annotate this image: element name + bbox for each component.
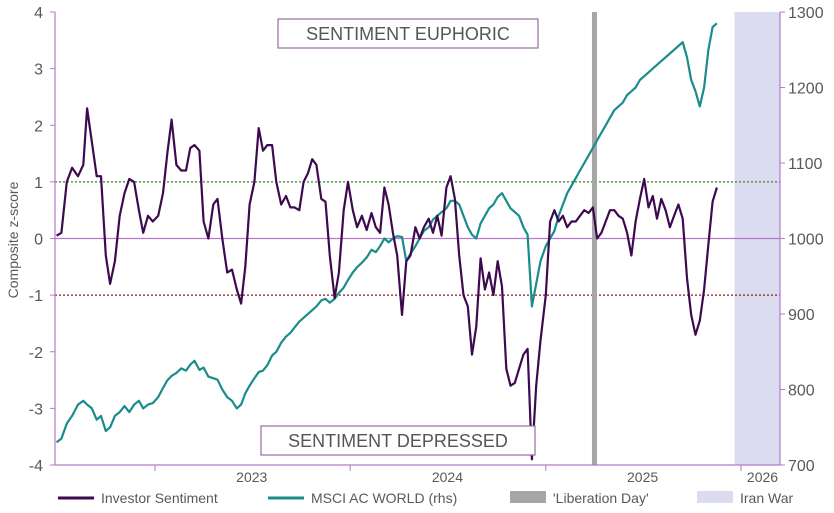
x-tick-label: 2025 [627,469,658,485]
right-tick-label: 1200 [788,81,824,98]
legend-swatch [697,491,733,503]
right-tick-label: 1100 [788,156,823,173]
liberation-day-bar-layer [591,12,597,465]
right-tick-label: 900 [788,307,815,324]
msci-acwi-line [55,22,718,444]
euphoric-annotation: SENTIMENT EUPHORIC [277,18,539,49]
left-tick-label: 4 [34,5,43,22]
left-tick-label: -1 [29,288,43,305]
right-tick-label: 1000 [788,232,824,249]
left-tick-label: -3 [29,401,43,418]
axes-layer: -4 -3 -2 -1 0 1 2 3 4 700 800 900 1000 1100 1200 1300 20… [29,5,824,485]
left-tick-label: 0 [34,232,43,249]
legend-label: Iran War [740,490,793,506]
depressed-label: SENTIMENT DEPRESSED [288,431,508,451]
investor-sentiment-line [56,107,718,461]
left-tick-label: 1 [34,175,43,192]
legend-swatch [510,491,546,503]
legend-label: MSCI AC WORLD (rhs) [311,490,457,506]
euphoric-box [277,18,539,49]
series-layer [55,22,718,461]
y-axis-left-label: Composite z-score [5,181,21,298]
right-tick-label: 1300 [788,5,824,22]
depressed-annotation: SENTIMENT DEPRESSED [260,425,536,456]
liberation-day-bar [591,12,597,465]
legend: Investor Sentiment MSCI AC WORLD (rhs) 'Li… [58,490,793,506]
depressed-box [260,425,536,456]
x-tick-label: 2026 [747,469,778,485]
legend-label: 'Liberation Day' [553,490,649,506]
x-tick-label: 2023 [236,469,267,485]
euphoric-label: SENTIMENT EUPHORIC [306,24,510,44]
right-tick-label: 700 [788,458,815,475]
legend-label: Investor Sentiment [101,490,218,506]
left-tick-label: 3 [34,62,43,79]
right-tick-label: 800 [788,383,815,400]
reference-lines-layer [55,181,780,296]
left-tick-label: -2 [29,345,43,362]
left-tick-label: 2 [34,118,43,135]
left-tick-label: -4 [29,458,43,475]
x-tick-label: 2024 [432,469,463,485]
